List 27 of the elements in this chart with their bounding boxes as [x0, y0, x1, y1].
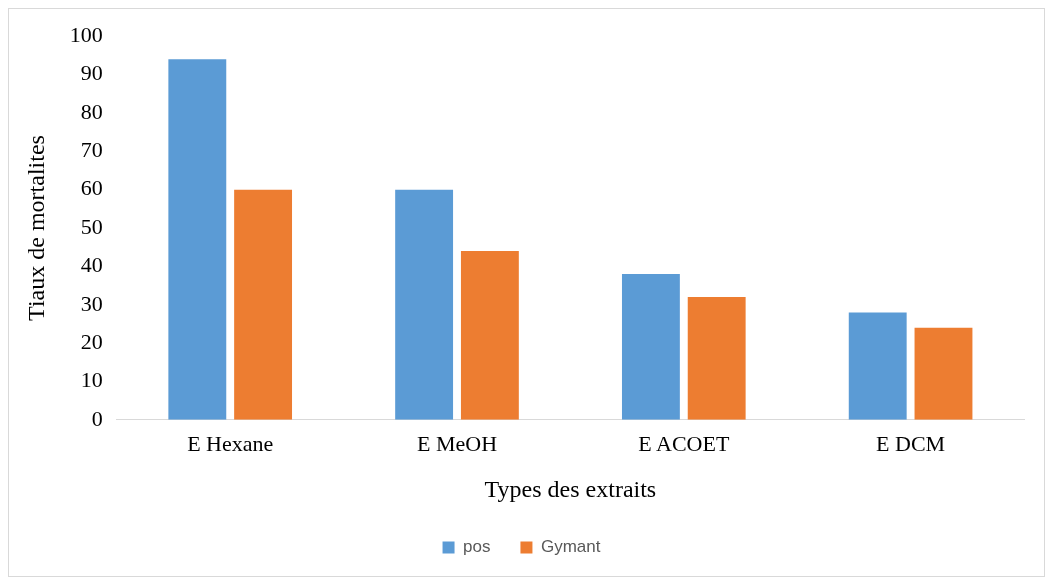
y-tick-label: 80 — [80, 98, 103, 124]
x-tick-label: E MeOH — [416, 430, 498, 456]
bar — [621, 274, 680, 420]
y-tick-label: 100 — [69, 21, 103, 47]
bar — [168, 59, 227, 420]
y-tick-label: 10 — [80, 367, 103, 393]
y-tick-label: 60 — [80, 175, 103, 201]
y-tick-label: 50 — [80, 213, 103, 239]
bar — [234, 189, 293, 420]
legend-label: Gymant — [540, 537, 601, 557]
bar — [395, 189, 454, 420]
y-tick-label: 90 — [80, 60, 103, 86]
y-tick-label: 30 — [80, 290, 103, 316]
bar — [914, 327, 973, 420]
y-tick-label: 70 — [80, 137, 103, 163]
y-tick-label: 0 — [91, 405, 103, 431]
bar — [687, 297, 746, 420]
bar — [460, 251, 519, 420]
x-axis-title: Types des extraits — [484, 475, 657, 502]
y-tick-label: 40 — [80, 252, 103, 278]
legend-label: pos — [463, 537, 491, 557]
x-tick-label: E Hexane — [187, 430, 274, 456]
bar — [848, 312, 907, 420]
y-tick-label: 20 — [80, 328, 103, 354]
x-tick-label: E ACOET — [638, 430, 730, 456]
y-axis-title: Tiaux de mortalites — [22, 135, 49, 321]
x-tick-label: E DCM — [876, 430, 946, 456]
